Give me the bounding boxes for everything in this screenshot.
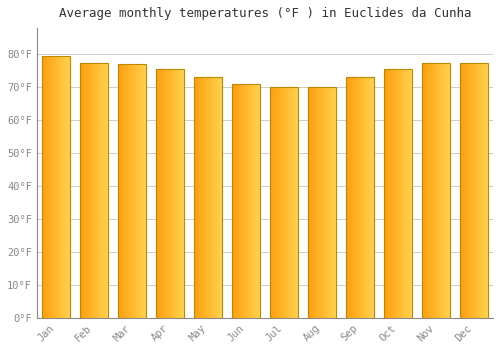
Bar xyxy=(194,77,222,318)
Bar xyxy=(384,69,411,318)
Bar xyxy=(232,84,260,318)
Bar xyxy=(346,77,374,318)
Bar xyxy=(270,88,297,318)
Bar xyxy=(80,63,108,318)
Bar xyxy=(308,88,336,318)
Bar xyxy=(156,69,184,318)
Bar xyxy=(422,63,450,318)
Bar xyxy=(118,64,146,318)
Bar xyxy=(42,56,70,318)
Title: Average monthly temperatures (°F ) in Euclides da Cunha: Average monthly temperatures (°F ) in Eu… xyxy=(58,7,471,20)
Bar xyxy=(460,63,487,318)
